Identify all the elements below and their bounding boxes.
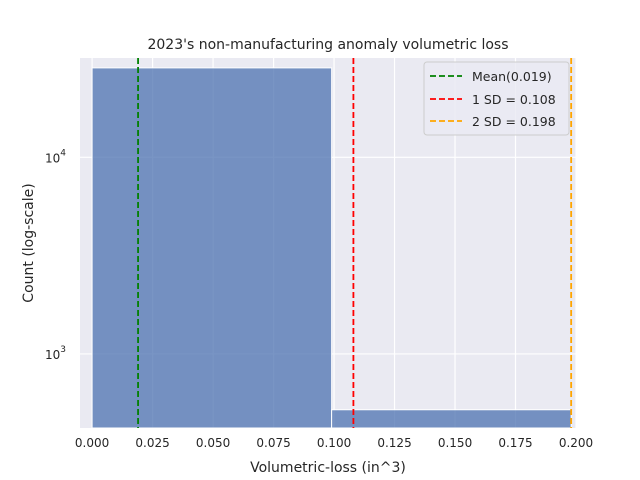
x-tick-label: 0.025 (135, 436, 169, 450)
reference-lines (137, 58, 573, 428)
legend: Mean(0.019) 1 SD = 0.108 2 SD = 0.198 (423, 61, 570, 136)
legend-box (423, 61, 570, 136)
x-tick-label: 0.050 (196, 436, 230, 450)
x-tick-label: 0.100 (317, 436, 351, 450)
x-axis-ticks: 0.000 0.025 0.050 0.075 0.100 0.125 0.150 0.175… (75, 436, 593, 450)
y-tick-label: 104 (45, 148, 66, 165)
x-tick-label: 0.175 (498, 436, 532, 450)
x-tick-label: 0.200 (559, 436, 593, 450)
y-tick-label: 103 (45, 345, 66, 362)
y-axis-ticks: 103 104 (45, 148, 66, 362)
legend-label-2sd: 2 SD = 0.198 (472, 114, 556, 129)
y-axis-label: Count (log-scale) (21, 183, 37, 302)
x-tick-label: 0.150 (438, 436, 472, 450)
legend-item-2sd: 2 SD = 0.198 (430, 114, 556, 129)
legend-label-1sd: 1 SD = 0.108 (472, 92, 556, 107)
x-axis-label: Volumetric-loss (in^3) (250, 460, 406, 476)
x-tick-label: 0.125 (377, 436, 411, 450)
chart-title: 2023's non-manufacturing anomaly volumet… (147, 37, 508, 53)
legend-item-1sd: 1 SD = 0.108 (430, 92, 556, 107)
histogram-bars (91, 67, 572, 429)
histogram-bar (91, 67, 333, 429)
legend-item-mean: Mean(0.019) (430, 69, 552, 84)
x-tick-label: 0.075 (256, 436, 290, 450)
x-tick-label: 0.000 (75, 436, 109, 450)
histogram-bar (331, 409, 572, 429)
legend-label-mean: Mean(0.019) (472, 69, 552, 84)
